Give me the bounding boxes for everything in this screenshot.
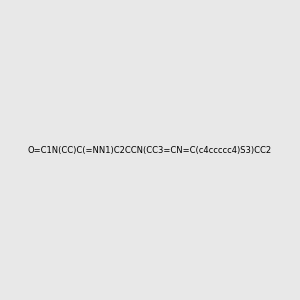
Text: O=C1N(CC)C(=NN1)C2CCN(CC3=CN=C(c4ccccc4)S3)CC2: O=C1N(CC)C(=NN1)C2CCN(CC3=CN=C(c4ccccc4)… [28,146,272,154]
